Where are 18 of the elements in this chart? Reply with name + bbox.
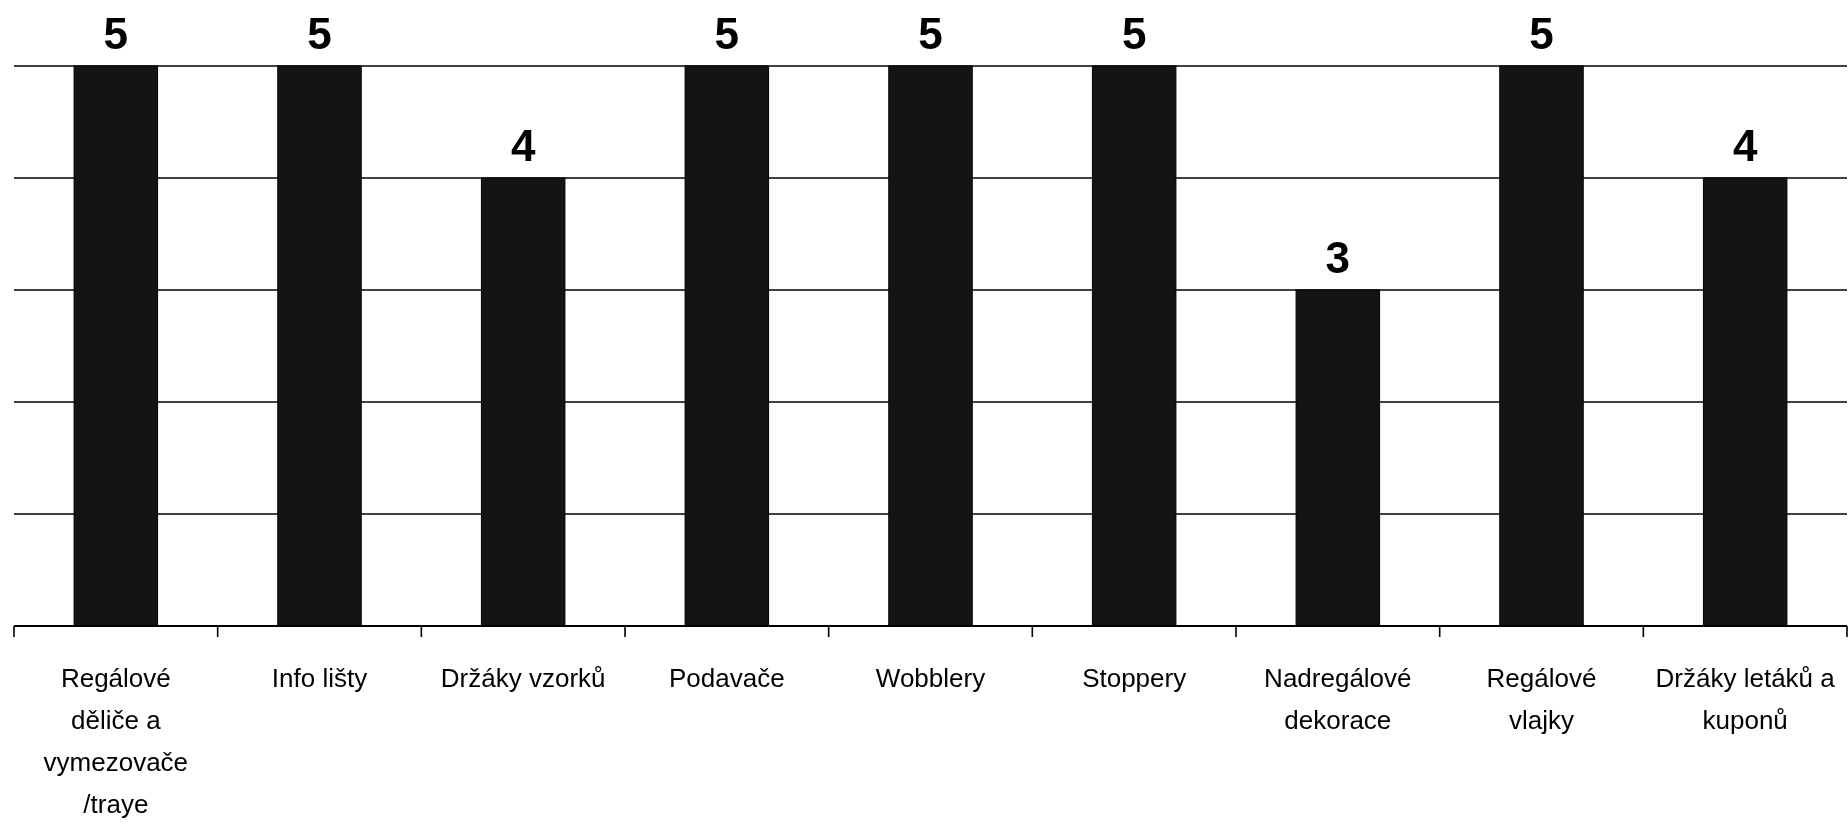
x-tick-label: Stoppery <box>1082 663 1187 693</box>
data-label: 3 <box>1325 233 1351 282</box>
data-label: 5 <box>918 9 943 58</box>
data-label: 5 <box>714 9 740 58</box>
x-tick-label: Regálové děliče a vymezovače /traye <box>43 663 189 819</box>
data-label: 4 <box>1732 121 1758 170</box>
x-tick-label: Info lišty <box>271 663 368 693</box>
data-label: 4 <box>510 121 536 170</box>
data-label: 5 <box>1529 9 1554 58</box>
data-label: 5 <box>103 9 129 58</box>
x-tick-label: Podavače <box>669 663 785 693</box>
x-tick-label: Držáky vzorků <box>440 663 606 693</box>
x-tick-label: Držáky letáků a kuponů <box>1655 663 1836 735</box>
data-label: 5 <box>1121 9 1147 58</box>
x-tick-label: Nadregálové dekorace <box>1264 663 1412 735</box>
x-tick-label: Regálové vlajky <box>1486 663 1597 735</box>
x-tick-label: Wobblery <box>875 663 986 693</box>
data-label: 5 <box>307 9 332 58</box>
